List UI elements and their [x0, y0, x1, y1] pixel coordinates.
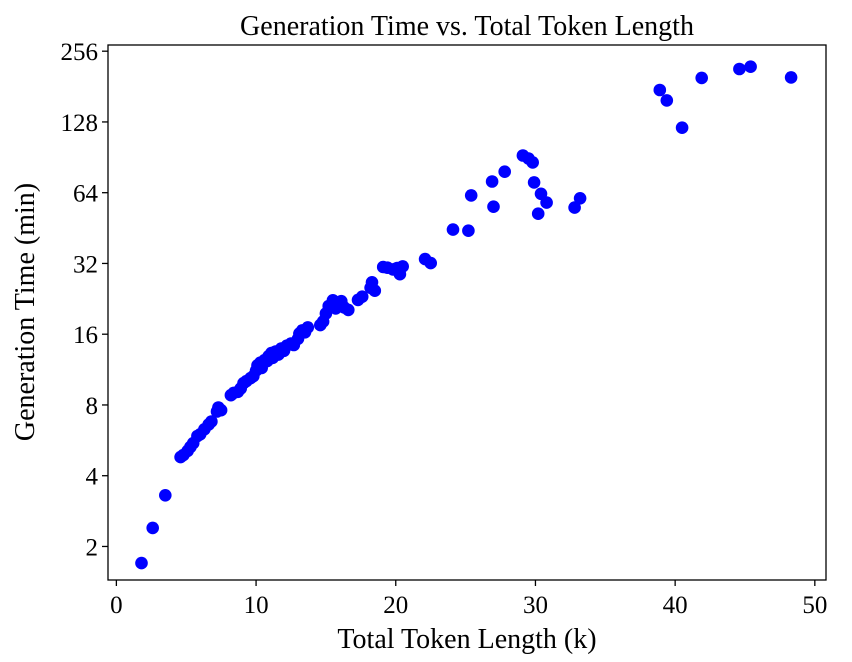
data-point — [675, 121, 689, 134]
x-tick-label: 20 — [383, 592, 408, 619]
x-tick-label: 50 — [802, 592, 827, 619]
data-point — [744, 60, 757, 73]
data-point — [531, 207, 545, 220]
data-point — [355, 290, 369, 304]
data-point — [498, 165, 512, 178]
data-point — [660, 94, 674, 107]
x-axis-label: Total Token Length (k) — [337, 624, 596, 655]
data-point — [464, 189, 478, 202]
y-axis-label: Generation Time (min) — [10, 183, 41, 441]
data-point — [784, 71, 798, 84]
data-point — [159, 489, 172, 502]
data-point — [568, 201, 581, 214]
x-axis-ticks: 0 10 20 30 40 50 — [110, 580, 827, 619]
x-tick-label: 40 — [663, 592, 688, 619]
data-point — [487, 200, 500, 213]
data-point — [135, 556, 148, 570]
data-point — [205, 415, 218, 428]
data-point — [368, 284, 382, 298]
data-point — [527, 176, 541, 189]
data-point — [301, 321, 315, 334]
data-point — [485, 175, 499, 188]
y-tick-label: 128 — [61, 110, 99, 137]
y-tick-label: 32 — [73, 251, 98, 278]
data-point — [396, 260, 410, 273]
data-point — [146, 521, 159, 535]
data-point — [573, 192, 587, 205]
y-tick-label: 4 — [86, 464, 99, 491]
plot-frame — [107, 44, 827, 581]
data-point — [733, 62, 746, 76]
y-tick-label: 64 — [73, 181, 99, 208]
x-tick-label: 0 — [110, 592, 123, 619]
x-tick-label: 30 — [523, 592, 548, 619]
data-point — [214, 403, 228, 417]
data-point — [526, 156, 539, 169]
data-point — [540, 196, 553, 209]
y-tick-label: 256 — [61, 39, 99, 66]
y-axis-ticks: 2 4 8 16 32 64 128 256 — [61, 39, 108, 561]
y-tick-label: 2 — [86, 534, 99, 561]
data-point — [342, 303, 355, 317]
data-point — [462, 224, 475, 237]
data-point — [653, 83, 667, 97]
x-tick-label: 10 — [244, 592, 269, 619]
data-points — [135, 60, 798, 570]
data-point — [446, 223, 460, 236]
data-point — [695, 71, 708, 85]
data-point — [424, 256, 438, 270]
chart-title: Generation Time vs. Total Token Length — [240, 11, 694, 42]
y-tick-label: 8 — [86, 393, 99, 420]
y-tick-label: 16 — [73, 322, 98, 349]
